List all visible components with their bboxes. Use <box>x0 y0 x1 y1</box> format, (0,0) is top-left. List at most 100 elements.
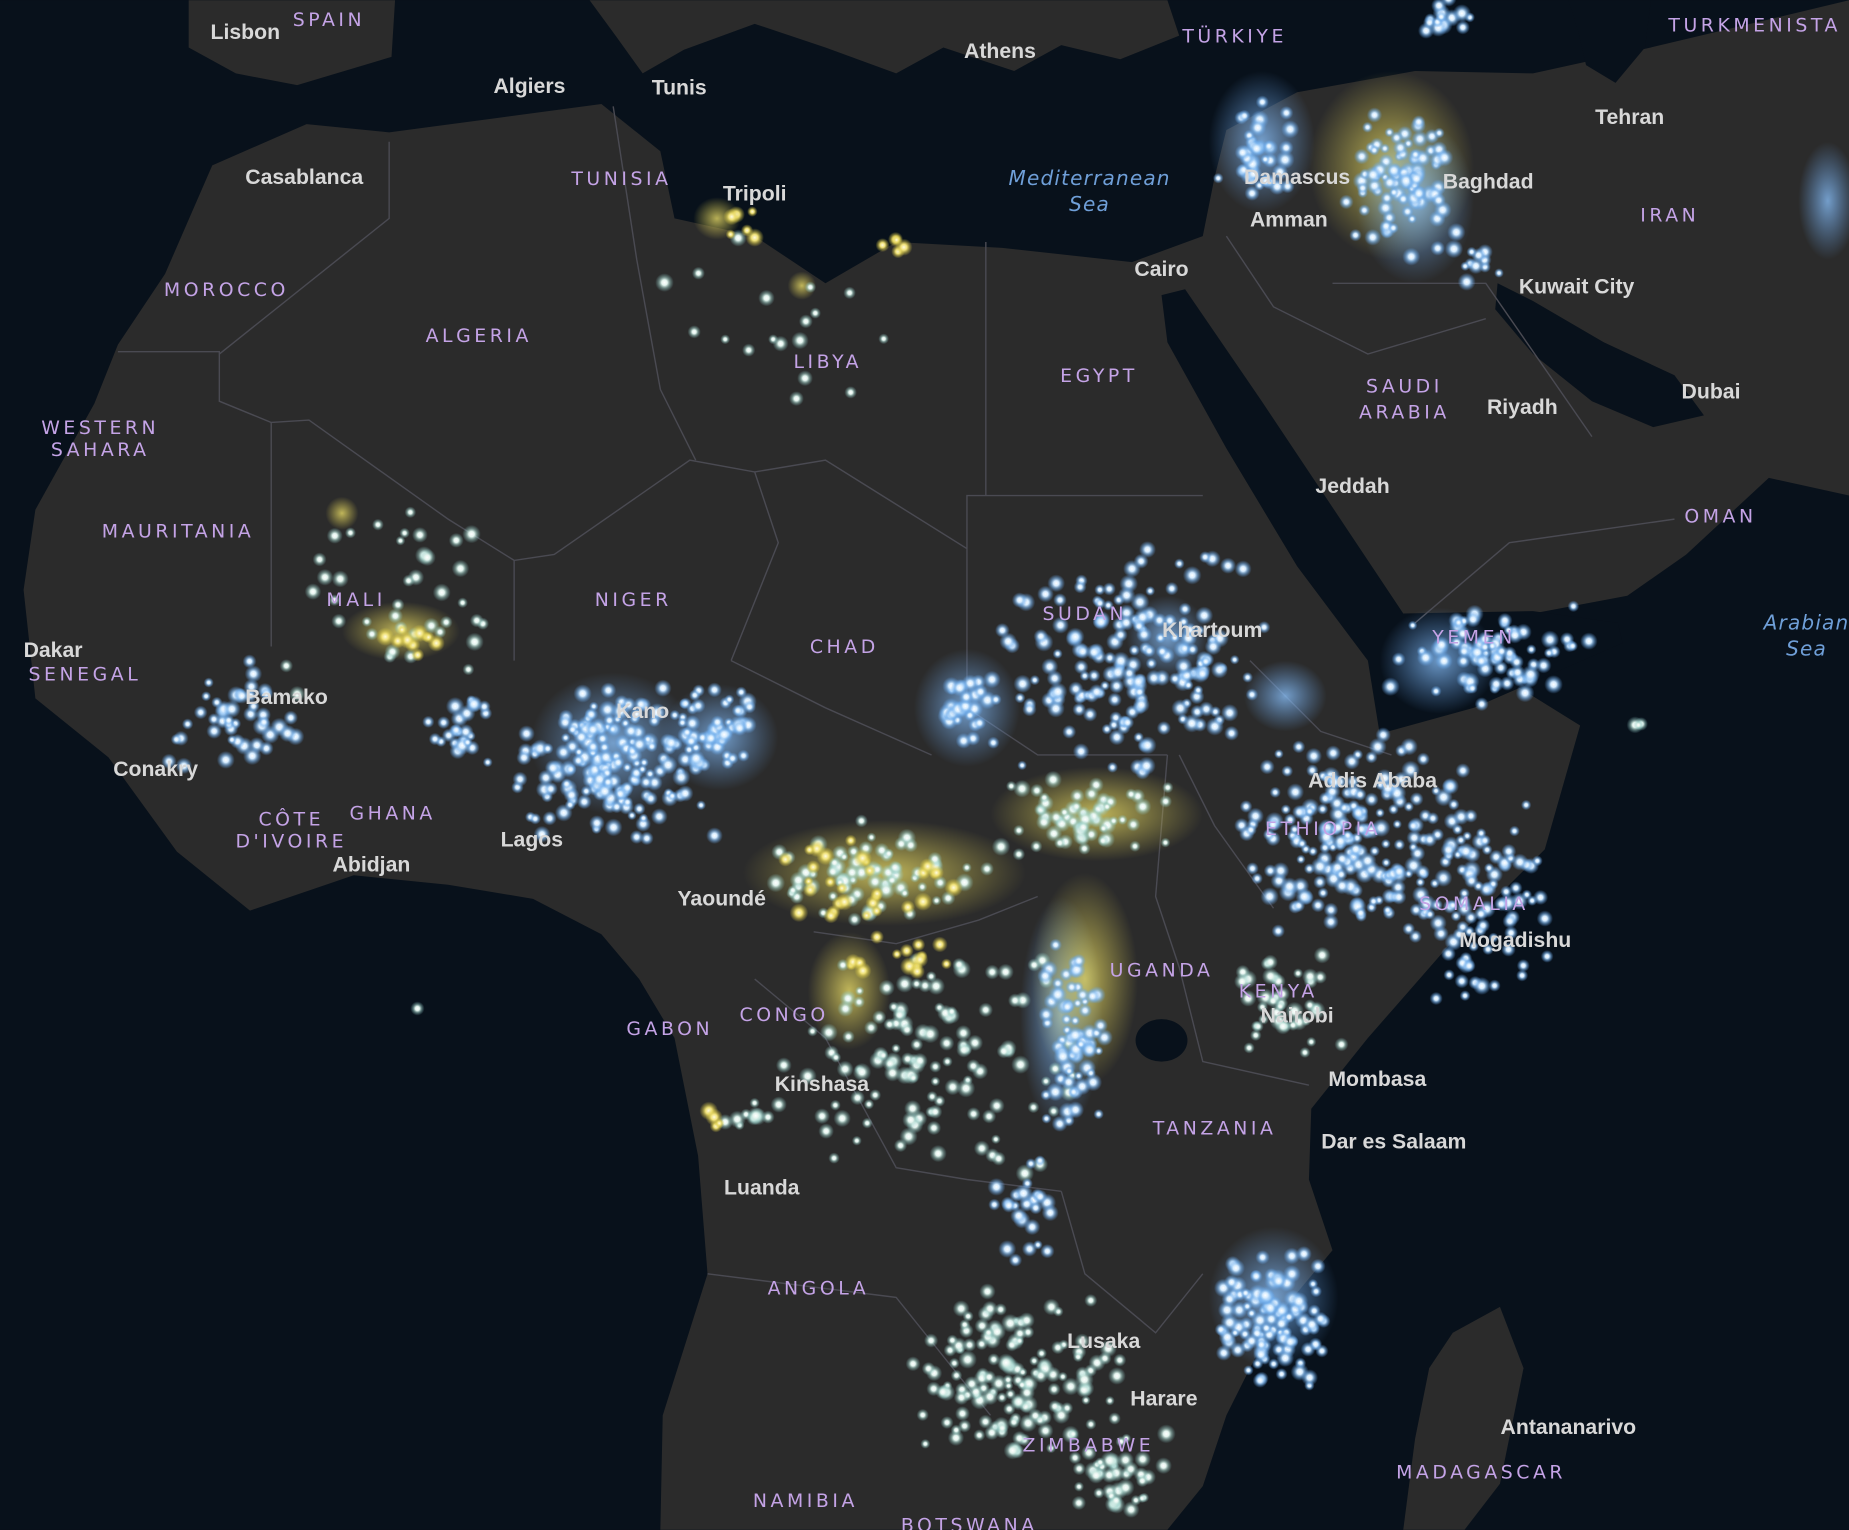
point <box>1137 756 1156 776</box>
point <box>904 1100 922 1117</box>
point <box>1021 1241 1038 1257</box>
point <box>911 951 929 968</box>
point <box>1113 1353 1127 1367</box>
point <box>806 860 821 875</box>
country-label: IRAN <box>1640 205 1699 227</box>
point <box>1274 1018 1292 1035</box>
point <box>1168 672 1182 686</box>
point <box>1205 717 1224 736</box>
point <box>181 718 194 730</box>
point <box>1249 1269 1263 1283</box>
point <box>1132 696 1150 714</box>
point <box>789 871 808 889</box>
point <box>833 1109 851 1128</box>
point <box>883 848 895 859</box>
point <box>1052 1406 1071 1425</box>
city-label: Yaoundé <box>677 888 766 911</box>
point <box>611 755 625 770</box>
point <box>1047 1382 1061 1396</box>
country-label: ANGOLA <box>768 1278 870 1300</box>
point <box>982 1300 998 1317</box>
country-label: CHAD <box>810 636 879 658</box>
caspian-sea <box>1568 0 1651 83</box>
city-label: Kuwait City <box>1519 276 1635 299</box>
point <box>1171 699 1190 718</box>
point <box>737 749 750 762</box>
point <box>1074 1333 1090 1350</box>
point <box>958 1350 977 1369</box>
point <box>1457 842 1475 860</box>
point <box>1156 721 1171 736</box>
point <box>1544 675 1563 694</box>
point <box>586 739 600 754</box>
point <box>622 723 640 740</box>
country-label: MAURITANIA <box>102 521 255 543</box>
city-label: Mogadishu <box>1459 929 1571 952</box>
point <box>987 1177 1006 1196</box>
point <box>899 888 910 899</box>
city-label: Amman <box>1250 208 1328 231</box>
point <box>566 723 579 736</box>
point <box>576 794 592 810</box>
point <box>1249 1029 1262 1042</box>
point <box>996 1421 1009 1435</box>
point <box>1076 820 1091 835</box>
point <box>1303 999 1316 1012</box>
iberia <box>188 0 396 86</box>
point <box>1243 1042 1255 1054</box>
point <box>283 710 298 725</box>
point <box>411 648 425 662</box>
point <box>912 1052 928 1069</box>
point <box>1142 644 1156 658</box>
country-label: TURKMENISTA <box>1667 15 1840 37</box>
point <box>1379 143 1390 154</box>
point <box>598 700 617 719</box>
point <box>875 238 890 253</box>
point <box>1358 851 1377 870</box>
point <box>1330 819 1346 836</box>
point <box>931 895 942 906</box>
point <box>1117 814 1128 826</box>
point <box>1455 763 1471 779</box>
city-label: Nairobi <box>1261 1004 1334 1027</box>
point <box>973 1429 986 1442</box>
point <box>944 1078 961 1096</box>
point <box>689 689 701 701</box>
point <box>1430 898 1443 912</box>
point <box>1162 613 1177 628</box>
point <box>1415 864 1431 880</box>
point <box>1499 676 1515 691</box>
point <box>1093 1108 1104 1120</box>
point <box>462 524 481 544</box>
point <box>853 996 866 1009</box>
point <box>1134 1450 1151 1468</box>
point <box>726 752 739 765</box>
point <box>742 700 757 714</box>
point <box>1115 1436 1127 1448</box>
point <box>1268 1358 1280 1370</box>
point <box>962 1338 977 1352</box>
point <box>1343 753 1360 770</box>
point <box>1364 228 1382 246</box>
point <box>966 1107 981 1121</box>
point <box>1531 855 1543 867</box>
point <box>850 1090 865 1106</box>
country-label: SUDAN <box>1043 603 1128 625</box>
point <box>941 958 952 970</box>
point <box>1051 1340 1065 1355</box>
country-label: CÔTE <box>258 806 324 830</box>
point <box>1283 813 1297 826</box>
city-label: Kinshasa <box>775 1073 870 1096</box>
point <box>1494 268 1504 278</box>
point <box>1182 622 1198 638</box>
point <box>1354 906 1368 920</box>
point <box>1033 629 1049 644</box>
point <box>905 1356 921 1372</box>
point <box>1431 192 1446 208</box>
country-label: OMAN <box>1684 505 1756 527</box>
point <box>1108 729 1125 746</box>
point <box>1078 1003 1093 1018</box>
point <box>1334 1037 1349 1052</box>
city-label: Jeddah <box>1315 475 1389 498</box>
point <box>746 1106 765 1125</box>
